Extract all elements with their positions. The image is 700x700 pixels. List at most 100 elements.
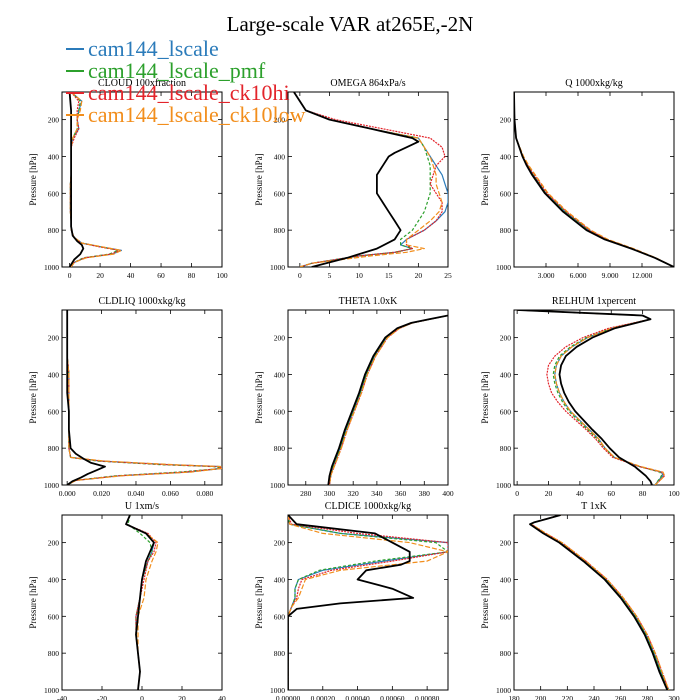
y-tick-label: 400 (48, 370, 60, 379)
y-tick-label: 400 (274, 152, 286, 161)
x-tick-label: 60 (608, 489, 616, 498)
y-axis-label: Pressure [hPa] (28, 371, 38, 423)
series-line (68, 92, 85, 267)
series-line (125, 515, 157, 690)
legend-item-ck10low: cam144_lscale_ck10low (66, 102, 306, 127)
y-axis-label: Pressure [hPa] (480, 576, 490, 628)
x-tick-label: 40 (218, 694, 226, 700)
panel-frame (287, 91, 449, 268)
legend: cam144_lscale cam144_lscale_pmf cam144_l… (66, 36, 306, 127)
x-tick-label: 240 (588, 694, 600, 700)
x-tick-label: 300 (668, 694, 680, 700)
series-line (293, 92, 431, 267)
x-tick-label: 200 (535, 694, 547, 700)
series-line (328, 314, 448, 485)
panel-title: CLDICE 1000xkg/kg (325, 501, 411, 512)
series-line (288, 515, 415, 690)
y-tick-label: 1000 (270, 686, 285, 695)
panel-title: T 1xK (581, 501, 607, 512)
x-tick-label: 20 (178, 694, 186, 700)
legend-label-lscale: cam144_lscale (88, 36, 219, 61)
x-tick-label: 220 (562, 694, 574, 700)
y-tick-label: 200 (274, 116, 286, 125)
panel-title: U 1xm/s (125, 501, 159, 512)
x-tick-label: 0.00060 (380, 694, 405, 700)
y-tick-label: 200 (274, 539, 286, 548)
y-tick-label: 800 (500, 444, 512, 453)
y-tick-label: 800 (274, 226, 286, 235)
y-tick-label: 600 (48, 612, 60, 621)
y-tick-label: 400 (48, 152, 60, 161)
series-line (66, 310, 222, 485)
x-tick-label: 0.00040 (345, 694, 370, 700)
x-tick-label: 100 (216, 271, 228, 280)
x-tick-label: -40 (57, 694, 67, 700)
x-tick-label: 80 (188, 271, 196, 280)
x-tick-label: 340 (371, 489, 383, 498)
x-tick-label: 15 (385, 271, 393, 280)
legend-swatch-pmf (66, 70, 84, 72)
y-tick-label: 600 (48, 189, 60, 198)
panel-title: OMEGA 864xPa/s (330, 78, 405, 89)
x-tick-label: 280 (642, 694, 654, 700)
y-tick-label: 200 (274, 334, 286, 343)
y-tick-label: 800 (274, 444, 286, 453)
series-line (125, 515, 155, 690)
x-tick-label: 40 (576, 489, 584, 498)
panel-title: CLDLIQ 1000xkg/kg (99, 296, 186, 307)
x-tick-label: 0 (68, 271, 72, 280)
y-tick-label: 600 (500, 612, 512, 621)
y-tick-label: 200 (500, 116, 512, 125)
x-tick-label: 400 (442, 489, 454, 498)
series-line (293, 92, 448, 267)
y-tick-label: 400 (500, 152, 512, 161)
figure-title: Large-scale VAR at265E,-2N (226, 12, 474, 36)
x-tick-label: 360 (395, 489, 407, 498)
x-tick-label: 0.060 (162, 489, 179, 498)
x-tick-label: 5 (328, 271, 332, 280)
x-tick-label: 180 (508, 694, 520, 700)
y-tick-label: 1000 (496, 686, 511, 695)
x-tick-label: 0.040 (128, 489, 145, 498)
panel-frame (513, 514, 675, 691)
series-line (293, 92, 446, 267)
x-tick-label: 60 (157, 271, 165, 280)
series-line (514, 92, 674, 267)
series-line (66, 310, 222, 485)
x-tick-label: 0.00020 (311, 694, 336, 700)
x-tick-label: 0 (298, 271, 302, 280)
x-tick-label: 280 (300, 489, 312, 498)
x-tick-label: 0.000 (59, 489, 76, 498)
x-tick-label: 260 (615, 694, 627, 700)
series-line (66, 310, 222, 485)
series-line (293, 92, 443, 267)
y-tick-label: 800 (500, 226, 512, 235)
y-axis-label: Pressure [hPa] (254, 371, 264, 423)
series-line (517, 310, 666, 485)
panel-frame (287, 514, 449, 691)
series-line (288, 515, 448, 690)
y-tick-label: 1000 (270, 481, 285, 490)
y-tick-label: 1000 (496, 263, 511, 272)
series-line (328, 314, 448, 485)
y-tick-label: 200 (48, 539, 60, 548)
series-line (517, 310, 663, 485)
series-line (530, 515, 670, 690)
legend-item-pmf: cam144_lscale_pmf (66, 58, 306, 83)
x-tick-label: 25 (444, 271, 452, 280)
x-tick-label: 0 (515, 489, 519, 498)
y-tick-label: 1000 (44, 263, 59, 272)
y-axis-label: Pressure [hPa] (254, 576, 264, 628)
series-line (288, 515, 448, 690)
legend-item-ck10hi: cam144_lscale_ck10hi (66, 80, 306, 105)
panel-frame (513, 91, 675, 268)
y-tick-label: 600 (500, 407, 512, 416)
y-tick-label: 600 (274, 407, 286, 416)
series-line (327, 314, 448, 485)
y-tick-label: 800 (48, 444, 60, 453)
series-line (288, 515, 448, 690)
legend-label-ck10low: cam144_lscale_ck10low (88, 102, 306, 127)
x-tick-label: 0.020 (93, 489, 110, 498)
x-tick-label: 0.00080 (415, 694, 440, 700)
